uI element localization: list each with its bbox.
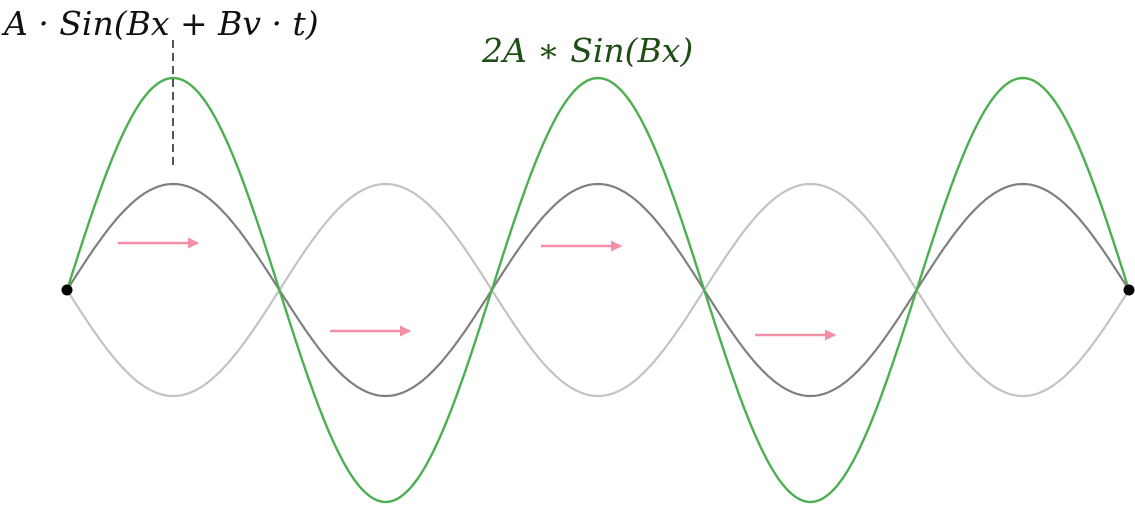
standing-wave-label: 2A ∗ Sin(Bx): [481, 31, 693, 70]
reflected-wave-curve: [66, 182, 1130, 398]
right-endpoint: [1123, 284, 1135, 296]
propagation-arrows: [118, 237, 837, 341]
traveling-wave-label: A · Sin(Bx + Bv · t): [1, 4, 319, 43]
forward-wave-curve: [66, 182, 1130, 398]
standing-wave-curve: [65, 76, 1131, 504]
left-endpoint: [61, 284, 73, 296]
